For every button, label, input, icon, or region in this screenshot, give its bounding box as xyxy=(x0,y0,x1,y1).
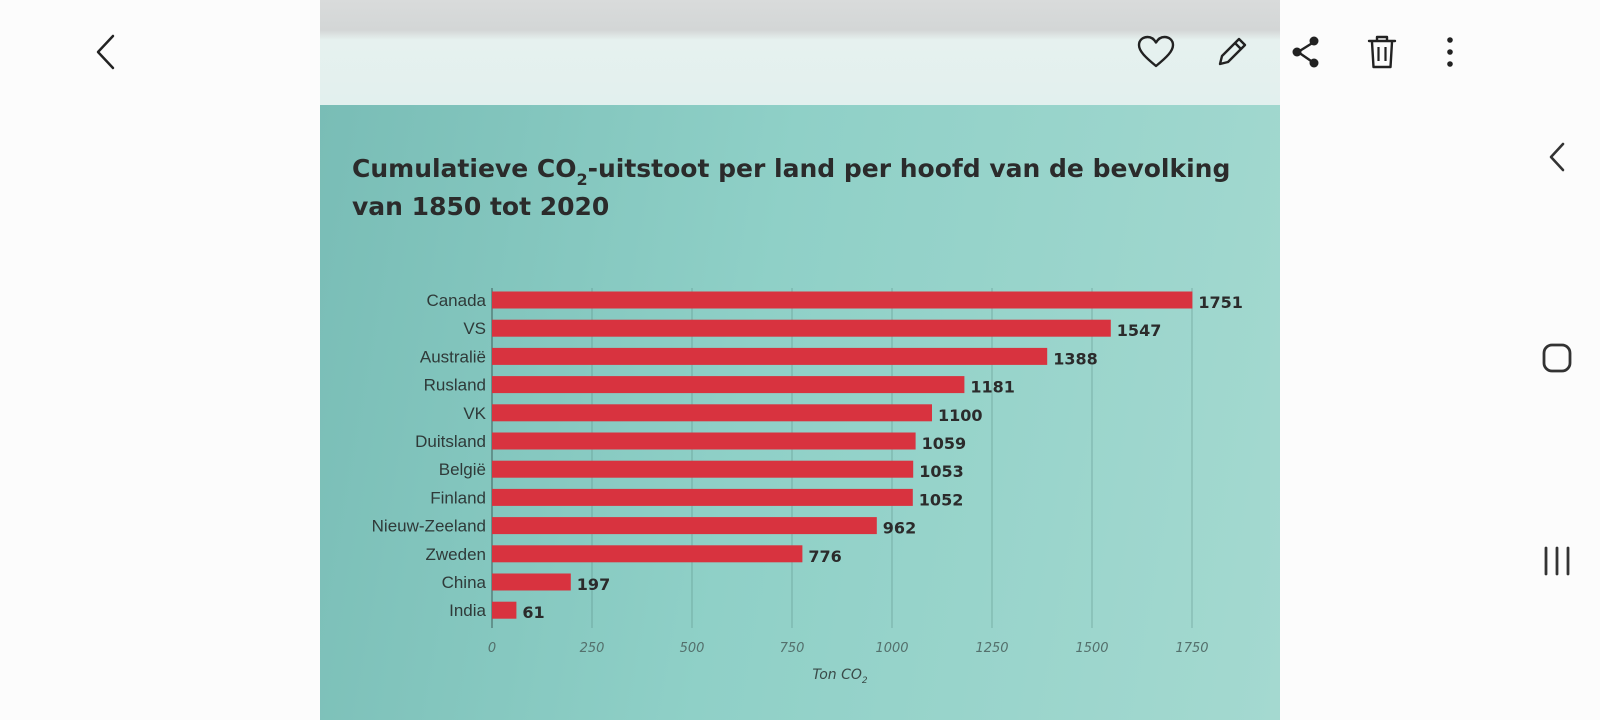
x-axis-label: Ton CO2 xyxy=(812,667,868,686)
bar xyxy=(492,601,517,619)
grid xyxy=(491,288,1193,628)
value-label: 197 xyxy=(577,575,610,594)
chart-title: Cumulatieve CO2-uitstoot per land per ho… xyxy=(352,154,1230,221)
bar xyxy=(492,291,1193,309)
category-labels: Canada VS Australië Rusland VK Duitsland Belgi… xyxy=(372,291,487,620)
value-label: 1100 xyxy=(938,406,983,425)
category-label: China xyxy=(442,573,487,592)
category-label: Nieuw-Zeeland xyxy=(372,517,486,536)
chevron-left-icon xyxy=(96,34,115,70)
x-axis-label-main: Ton CO xyxy=(812,667,862,683)
edit-button[interactable] xyxy=(1210,30,1254,74)
category-label: België xyxy=(439,460,486,479)
value-label: 1388 xyxy=(1053,349,1098,368)
x-tick-label: 1500 xyxy=(1075,641,1108,656)
value-label: 1547 xyxy=(1117,321,1162,340)
bar xyxy=(492,347,1048,365)
bar xyxy=(492,376,965,394)
value-label: 61 xyxy=(522,603,544,622)
bar xyxy=(492,404,932,422)
category-label: Australië xyxy=(420,347,486,366)
share-button[interactable] xyxy=(1284,30,1328,74)
chart-title-part1: Cumulatieve CO xyxy=(352,154,576,183)
category-label: Rusland xyxy=(424,376,486,395)
photo-top-edge xyxy=(320,0,1280,105)
value-label: 1751 xyxy=(1198,293,1243,312)
value-label: 1181 xyxy=(970,378,1015,397)
bar xyxy=(492,432,916,450)
delete-button[interactable] xyxy=(1360,30,1404,74)
bar xyxy=(492,517,877,535)
nav-home-button[interactable] xyxy=(1533,334,1581,382)
chevron-left-icon xyxy=(1549,142,1565,172)
value-label: 1053 xyxy=(919,462,964,481)
bar xyxy=(492,488,913,506)
x-tick-label: 500 xyxy=(680,641,705,656)
bar xyxy=(492,319,1111,337)
x-tick-label: 0 xyxy=(488,641,496,656)
bar xyxy=(492,460,914,478)
bars xyxy=(492,291,1193,619)
nav-back-button[interactable] xyxy=(1533,133,1581,181)
value-label: 1052 xyxy=(919,490,964,509)
svg-text:Cumulatieve CO2-uitstoot per l: Cumulatieve CO2-uitstoot per land per ho… xyxy=(352,154,1230,189)
more-vertical-icon xyxy=(1447,37,1453,67)
x-tick-label: 1250 xyxy=(975,641,1008,656)
category-label: Finland xyxy=(430,488,486,507)
heart-icon xyxy=(1137,35,1175,68)
favorite-button[interactable] xyxy=(1134,30,1178,74)
category-label: VK xyxy=(463,404,486,423)
x-tick-label: 750 xyxy=(780,641,805,656)
category-label: VS xyxy=(463,319,486,338)
x-tick-label: 1750 xyxy=(1175,641,1208,656)
bar xyxy=(492,573,571,591)
bar-chart: Cumulatieve CO2-uitstoot per land per ho… xyxy=(352,154,1243,686)
home-square-icon xyxy=(1542,343,1572,373)
share-icon xyxy=(1292,36,1319,68)
value-label: 776 xyxy=(808,547,841,566)
x-tick-labels: 0 250 500 750 1000 1250 1500 1750 xyxy=(488,641,1209,656)
value-label: 962 xyxy=(883,519,916,538)
pencil-icon xyxy=(1218,37,1247,66)
trash-icon xyxy=(1367,35,1397,69)
recents-icon xyxy=(1544,546,1570,576)
x-axis-label-subscript: 2 xyxy=(862,676,868,686)
value-label: 1059 xyxy=(922,434,967,453)
category-label: Duitsland xyxy=(415,432,486,451)
bar xyxy=(492,545,803,563)
photo-image: Cumulatieve CO2-uitstoot per land per ho… xyxy=(320,0,1280,720)
chart-title-part2: -uitstoot per land per hoofd van de bevo… xyxy=(588,154,1231,183)
category-label: India xyxy=(449,601,486,620)
back-button[interactable] xyxy=(84,30,128,74)
chart-title-line2: van 1850 tot 2020 xyxy=(352,192,609,221)
x-tick-label: 1000 xyxy=(875,641,908,656)
nav-recents-button[interactable] xyxy=(1533,537,1581,585)
category-label: Zweden xyxy=(426,545,486,564)
chart-title-subscript: 2 xyxy=(576,170,587,189)
x-tick-label: 250 xyxy=(580,641,605,656)
more-button[interactable] xyxy=(1428,30,1472,74)
category-label: Canada xyxy=(426,291,486,310)
